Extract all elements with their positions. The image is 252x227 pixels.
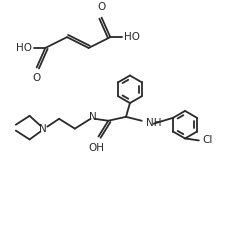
Text: N: N [39,124,47,134]
Text: O: O [33,73,41,83]
Text: HO: HO [123,32,140,42]
Text: HO: HO [16,43,32,53]
Text: N: N [88,112,96,122]
Text: OH: OH [88,143,104,153]
Text: NH: NH [145,118,161,128]
Text: Cl: Cl [202,136,212,146]
Text: O: O [97,2,105,12]
